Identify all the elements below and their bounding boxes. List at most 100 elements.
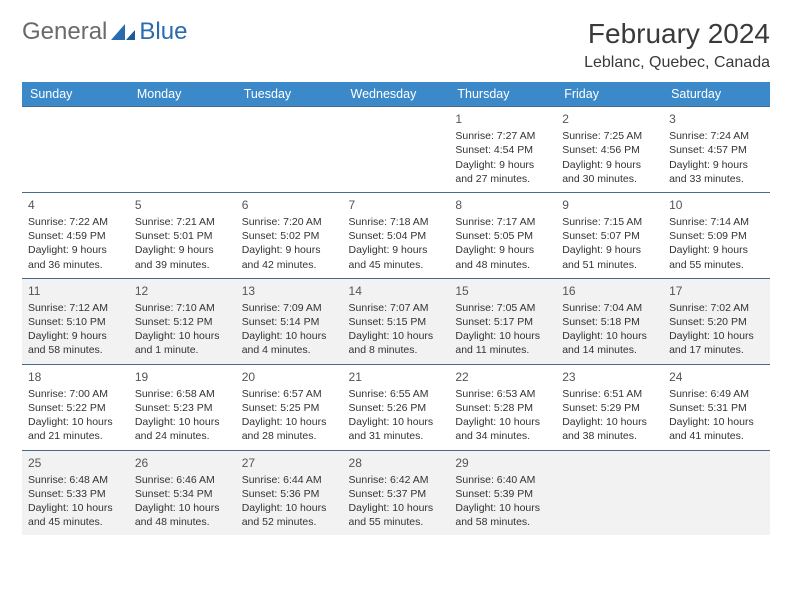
- header: General Blue February 2024 Leblanc, Queb…: [22, 18, 770, 72]
- day-cell: 17Sunrise: 7:02 AMSunset: 5:20 PMDayligh…: [663, 278, 770, 364]
- daylight-text: Daylight: 10 hours and 41 minutes.: [669, 415, 764, 443]
- day-number: 23: [562, 369, 657, 385]
- sunrise-text: Sunrise: 7:27 AM: [455, 129, 550, 143]
- day-number: 19: [135, 369, 230, 385]
- day-cell: 13Sunrise: 7:09 AMSunset: 5:14 PMDayligh…: [236, 278, 343, 364]
- day-cell: 24Sunrise: 6:49 AMSunset: 5:31 PMDayligh…: [663, 364, 770, 450]
- day-number: 6: [242, 197, 337, 213]
- week-row: 4 Sunrise: 7:22 AMSunset: 4:59 PM Daylight…: [22, 192, 770, 278]
- calendar-head: SundayMondayTuesdayWednesdayThursdayFrid…: [22, 82, 770, 107]
- day-header: Saturday: [663, 82, 770, 107]
- sunset-text: Sunset: 4:57 PM: [669, 143, 764, 157]
- day-number: 7: [349, 197, 444, 213]
- logo-sail-icon: [109, 22, 137, 42]
- sunrise-text: Sunrise: 6:51 AM: [562, 387, 657, 401]
- daylight-text: Daylight: 10 hours and 8 minutes.: [349, 329, 444, 357]
- empty-cell: [556, 450, 663, 535]
- daylight-text: Daylight: 10 hours and 48 minutes.: [135, 501, 230, 529]
- sunrise-text: Sunrise: 7:12 AM: [28, 301, 123, 315]
- day-cell: 7Sunrise: 7:18 AMSunset: 5:04 PMDaylight…: [343, 192, 450, 278]
- day-cell: 5Sunrise: 7:21 AMSunset: 5:01 PMDaylight…: [129, 192, 236, 278]
- sunset-text: Sunset: 5:22 PM: [28, 401, 123, 415]
- day-number: 5: [135, 197, 230, 213]
- day-number: 25: [28, 455, 123, 471]
- sunset-text: Sunset: 5:05 PM: [455, 229, 550, 243]
- daylight-text: Daylight: 10 hours and 14 minutes.: [562, 329, 657, 357]
- day-number: 20: [242, 369, 337, 385]
- daylight-text: Daylight: 9 hours and 27 minutes.: [455, 158, 550, 186]
- day-number: 10: [669, 197, 764, 213]
- daylight-text: Daylight: 10 hours and 11 minutes.: [455, 329, 550, 357]
- daylight-text: Daylight: 9 hours and 55 minutes.: [669, 243, 764, 271]
- day-number: 3: [669, 111, 764, 127]
- day-number: 18: [28, 369, 123, 385]
- sunrise-text: Sunrise: 7:05 AM: [455, 301, 550, 315]
- sunset-text: Sunset: 5:37 PM: [349, 487, 444, 501]
- sunrise-text: Sunrise: 7:17 AM: [455, 215, 550, 229]
- day-number: 16: [562, 283, 657, 299]
- day-cell: 9Sunrise: 7:15 AMSunset: 5:07 PMDaylight…: [556, 192, 663, 278]
- sunrise-text: Sunrise: 6:44 AM: [242, 473, 337, 487]
- sunset-text: Sunset: 5:36 PM: [242, 487, 337, 501]
- day-number: 4: [28, 197, 123, 213]
- sunrise-text: Sunrise: 7:25 AM: [562, 129, 657, 143]
- daylight-text: Daylight: 9 hours and 33 minutes.: [669, 158, 764, 186]
- day-number: 11: [28, 283, 123, 299]
- sunrise-text: Sunrise: 6:42 AM: [349, 473, 444, 487]
- sunrise-text: Sunrise: 7:14 AM: [669, 215, 764, 229]
- title-block: February 2024 Leblanc, Quebec, Canada: [584, 18, 770, 72]
- daylight-text: Daylight: 10 hours and 28 minutes.: [242, 415, 337, 443]
- day-number: 28: [349, 455, 444, 471]
- day-cell: 19Sunrise: 6:58 AMSunset: 5:23 PMDayligh…: [129, 364, 236, 450]
- day-cell: 6Sunrise: 7:20 AMSunset: 5:02 PMDaylight…: [236, 192, 343, 278]
- day-number: 27: [242, 455, 337, 471]
- sunrise-text: Sunrise: 7:24 AM: [669, 129, 764, 143]
- sunrise-text: Sunrise: 7:20 AM: [242, 215, 337, 229]
- day-number: 24: [669, 369, 764, 385]
- daylight-text: Daylight: 10 hours and 55 minutes.: [349, 501, 444, 529]
- week-row: 18 Sunrise: 7:00 AMSunset: 5:22 PM Dayligh…: [22, 364, 770, 450]
- day-cell: 15Sunrise: 7:05 AMSunset: 5:17 PMDayligh…: [449, 278, 556, 364]
- sunset-text: Sunset: 5:09 PM: [669, 229, 764, 243]
- day-number: 1: [455, 111, 550, 127]
- sunset-text: Sunset: 5:25 PM: [242, 401, 337, 415]
- sunset-text: Sunset: 4:59 PM: [28, 229, 123, 243]
- day-number: 14: [349, 283, 444, 299]
- sunset-text: Sunset: 5:23 PM: [135, 401, 230, 415]
- sunset-text: Sunset: 5:04 PM: [349, 229, 444, 243]
- day-cell: 14Sunrise: 7:07 AMSunset: 5:15 PMDayligh…: [343, 278, 450, 364]
- sunset-text: Sunset: 5:02 PM: [242, 229, 337, 243]
- sunset-text: Sunset: 5:14 PM: [242, 315, 337, 329]
- day-number: 21: [349, 369, 444, 385]
- daylight-text: Daylight: 9 hours and 30 minutes.: [562, 158, 657, 186]
- day-header: Tuesday: [236, 82, 343, 107]
- day-cell: 21Sunrise: 6:55 AMSunset: 5:26 PMDayligh…: [343, 364, 450, 450]
- week-row: 1Sunrise: 7:27 AMSunset: 4:54 PMDaylight…: [22, 107, 770, 193]
- empty-cell: [129, 107, 236, 193]
- day-number: 12: [135, 283, 230, 299]
- sunset-text: Sunset: 5:34 PM: [135, 487, 230, 501]
- sunset-text: Sunset: 5:20 PM: [669, 315, 764, 329]
- sunrise-text: Sunrise: 6:57 AM: [242, 387, 337, 401]
- sunrise-text: Sunrise: 7:22 AM: [28, 215, 123, 229]
- page-title: February 2024: [584, 18, 770, 50]
- empty-cell: [236, 107, 343, 193]
- sunset-text: Sunset: 5:39 PM: [455, 487, 550, 501]
- daylight-text: Daylight: 9 hours and 39 minutes.: [135, 243, 230, 271]
- day-cell: 23Sunrise: 6:51 AMSunset: 5:29 PMDayligh…: [556, 364, 663, 450]
- sunrise-text: Sunrise: 7:00 AM: [28, 387, 123, 401]
- daylight-text: Daylight: 10 hours and 4 minutes.: [242, 329, 337, 357]
- day-cell: 4Sunrise: 7:22 AMSunset: 4:59 PMDaylight…: [22, 192, 129, 278]
- day-number: 17: [669, 283, 764, 299]
- calendar-body: 1Sunrise: 7:27 AMSunset: 4:54 PMDaylight…: [22, 107, 770, 536]
- day-header: Thursday: [449, 82, 556, 107]
- daylight-text: Daylight: 10 hours and 24 minutes.: [135, 415, 230, 443]
- day-number: 2: [562, 111, 657, 127]
- sunrise-text: Sunrise: 7:21 AM: [135, 215, 230, 229]
- sunrise-text: Sunrise: 6:49 AM: [669, 387, 764, 401]
- daylight-text: Daylight: 10 hours and 58 minutes.: [455, 501, 550, 529]
- sunset-text: Sunset: 5:33 PM: [28, 487, 123, 501]
- empty-cell: [663, 450, 770, 535]
- sunset-text: Sunset: 5:15 PM: [349, 315, 444, 329]
- daylight-text: Daylight: 10 hours and 38 minutes.: [562, 415, 657, 443]
